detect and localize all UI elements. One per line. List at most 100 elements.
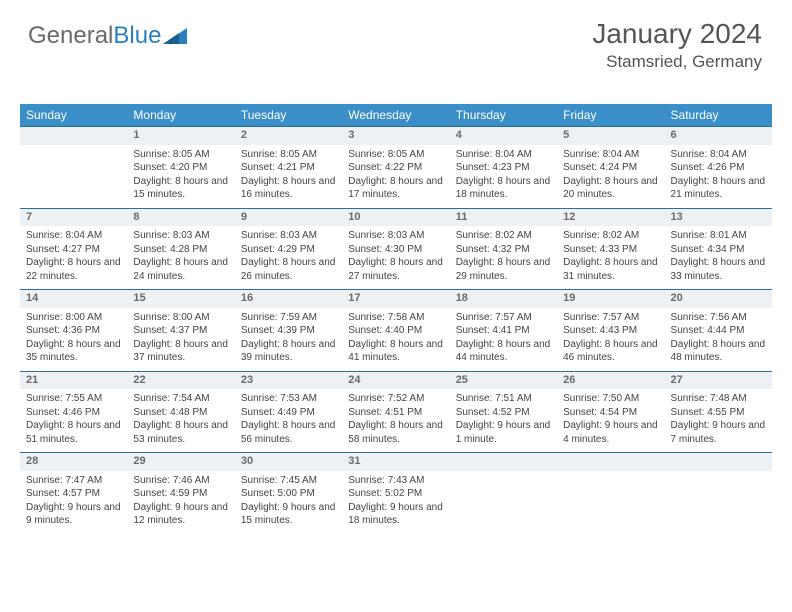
daylight-text: Daylight: 8 hours and 21 minutes.: [671, 175, 766, 202]
sunset-text: Sunset: 4:22 PM: [348, 161, 443, 175]
day-number-cell: 6: [665, 127, 772, 145]
day-number-cell: 18: [450, 290, 557, 308]
sunrise-text: Sunrise: 8:04 AM: [26, 229, 121, 243]
daylight-text: Daylight: 8 hours and 22 minutes.: [26, 256, 121, 283]
day-content-cell: Sunrise: 7:43 AMSunset: 5:02 PMDaylight:…: [342, 471, 449, 534]
sunset-text: Sunset: 4:24 PM: [563, 161, 658, 175]
day-number-cell: 20: [665, 290, 772, 308]
day-content-cell: Sunrise: 8:03 AMSunset: 4:29 PMDaylight:…: [235, 226, 342, 290]
day-number-row: 78910111213: [20, 208, 772, 226]
day-number-cell: 27: [665, 371, 772, 389]
sunset-text: Sunset: 4:48 PM: [133, 406, 228, 420]
daylight-text: Daylight: 8 hours and 51 minutes.: [26, 419, 121, 446]
day-content-cell: Sunrise: 7:51 AMSunset: 4:52 PMDaylight:…: [450, 389, 557, 453]
calendar-table: Sunday Monday Tuesday Wednesday Thursday…: [20, 104, 772, 534]
day-number-cell: 11: [450, 208, 557, 226]
day-content-cell: Sunrise: 7:56 AMSunset: 4:44 PMDaylight:…: [665, 308, 772, 372]
sunset-text: Sunset: 4:46 PM: [26, 406, 121, 420]
sunrise-text: Sunrise: 7:54 AM: [133, 392, 228, 406]
day-number-cell: 3: [342, 127, 449, 145]
weekday-header: Thursday: [450, 104, 557, 127]
day-content-cell: Sunrise: 7:54 AMSunset: 4:48 PMDaylight:…: [127, 389, 234, 453]
daylight-text: Daylight: 8 hours and 17 minutes.: [348, 175, 443, 202]
daylight-text: Daylight: 9 hours and 4 minutes.: [563, 419, 658, 446]
daylight-text: Daylight: 8 hours and 41 minutes.: [348, 338, 443, 365]
day-content-row: Sunrise: 7:47 AMSunset: 4:57 PMDaylight:…: [20, 471, 772, 534]
day-number-cell: 24: [342, 371, 449, 389]
sunrise-text: Sunrise: 7:55 AM: [26, 392, 121, 406]
day-content-cell: [20, 145, 127, 209]
sunset-text: Sunset: 4:28 PM: [133, 243, 228, 257]
day-content-cell: Sunrise: 7:45 AMSunset: 5:00 PMDaylight:…: [235, 471, 342, 534]
day-number-cell: 30: [235, 453, 342, 471]
daylight-text: Daylight: 9 hours and 9 minutes.: [26, 501, 121, 528]
sunset-text: Sunset: 4:26 PM: [671, 161, 766, 175]
sunrise-text: Sunrise: 7:59 AM: [241, 311, 336, 325]
day-number-cell: [20, 127, 127, 145]
day-content-cell: Sunrise: 7:59 AMSunset: 4:39 PMDaylight:…: [235, 308, 342, 372]
daylight-text: Daylight: 8 hours and 58 minutes.: [348, 419, 443, 446]
day-number-cell: 5: [557, 127, 664, 145]
sunset-text: Sunset: 4:52 PM: [456, 406, 551, 420]
day-content-cell: Sunrise: 8:05 AMSunset: 4:22 PMDaylight:…: [342, 145, 449, 209]
day-number-cell: 2: [235, 127, 342, 145]
day-content-cell: [450, 471, 557, 534]
sunrise-text: Sunrise: 8:05 AM: [241, 148, 336, 162]
daylight-text: Daylight: 8 hours and 24 minutes.: [133, 256, 228, 283]
day-content-cell: [557, 471, 664, 534]
sunrise-text: Sunrise: 7:58 AM: [348, 311, 443, 325]
sunset-text: Sunset: 4:55 PM: [671, 406, 766, 420]
sunrise-text: Sunrise: 8:03 AM: [133, 229, 228, 243]
sunset-text: Sunset: 4:34 PM: [671, 243, 766, 257]
day-content-cell: Sunrise: 7:50 AMSunset: 4:54 PMDaylight:…: [557, 389, 664, 453]
sunset-text: Sunset: 4:30 PM: [348, 243, 443, 257]
day-number-cell: 28: [20, 453, 127, 471]
sunrise-text: Sunrise: 8:05 AM: [133, 148, 228, 162]
day-number-cell: [665, 453, 772, 471]
sunset-text: Sunset: 4:41 PM: [456, 324, 551, 338]
day-content-cell: Sunrise: 8:05 AMSunset: 4:20 PMDaylight:…: [127, 145, 234, 209]
day-content-cell: Sunrise: 8:03 AMSunset: 4:30 PMDaylight:…: [342, 226, 449, 290]
daylight-text: Daylight: 9 hours and 1 minute.: [456, 419, 551, 446]
day-number-cell: 17: [342, 290, 449, 308]
daylight-text: Daylight: 9 hours and 7 minutes.: [671, 419, 766, 446]
daylight-text: Daylight: 8 hours and 44 minutes.: [456, 338, 551, 365]
day-content-row: Sunrise: 7:55 AMSunset: 4:46 PMDaylight:…: [20, 389, 772, 453]
day-number-cell: 15: [127, 290, 234, 308]
day-number-cell: [450, 453, 557, 471]
weekday-header: Sunday: [20, 104, 127, 127]
day-content-cell: Sunrise: 7:55 AMSunset: 4:46 PMDaylight:…: [20, 389, 127, 453]
sunrise-text: Sunrise: 7:46 AM: [133, 474, 228, 488]
day-content-cell: Sunrise: 7:57 AMSunset: 4:43 PMDaylight:…: [557, 308, 664, 372]
sunset-text: Sunset: 4:36 PM: [26, 324, 121, 338]
day-number-cell: [557, 453, 664, 471]
sunset-text: Sunset: 4:32 PM: [456, 243, 551, 257]
daylight-text: Daylight: 9 hours and 15 minutes.: [241, 501, 336, 528]
location-label: Stamsried, Germany: [592, 52, 762, 72]
sunrise-text: Sunrise: 7:47 AM: [26, 474, 121, 488]
weekday-header: Tuesday: [235, 104, 342, 127]
day-number-row: 123456: [20, 127, 772, 145]
day-content-cell: Sunrise: 8:05 AMSunset: 4:21 PMDaylight:…: [235, 145, 342, 209]
header: January 2024 Stamsried, Germany: [592, 18, 762, 72]
daylight-text: Daylight: 8 hours and 26 minutes.: [241, 256, 336, 283]
daylight-text: Daylight: 8 hours and 15 minutes.: [133, 175, 228, 202]
day-number-row: 21222324252627: [20, 371, 772, 389]
sunset-text: Sunset: 4:59 PM: [133, 487, 228, 501]
logo-triangle-icon: [163, 26, 189, 46]
sunrise-text: Sunrise: 8:04 AM: [563, 148, 658, 162]
day-number-cell: 25: [450, 371, 557, 389]
day-content-cell: Sunrise: 8:03 AMSunset: 4:28 PMDaylight:…: [127, 226, 234, 290]
sunrise-text: Sunrise: 7:53 AM: [241, 392, 336, 406]
sunrise-text: Sunrise: 8:01 AM: [671, 229, 766, 243]
day-number-cell: 13: [665, 208, 772, 226]
sunrise-text: Sunrise: 7:43 AM: [348, 474, 443, 488]
day-content-row: Sunrise: 8:05 AMSunset: 4:20 PMDaylight:…: [20, 145, 772, 209]
daylight-text: Daylight: 9 hours and 18 minutes.: [348, 501, 443, 528]
logo-text-2: Blue: [113, 22, 161, 50]
sunrise-text: Sunrise: 7:52 AM: [348, 392, 443, 406]
day-content-cell: Sunrise: 8:04 AMSunset: 4:24 PMDaylight:…: [557, 145, 664, 209]
day-content-cell: Sunrise: 7:47 AMSunset: 4:57 PMDaylight:…: [20, 471, 127, 534]
sunrise-text: Sunrise: 8:05 AM: [348, 148, 443, 162]
sunset-text: Sunset: 4:51 PM: [348, 406, 443, 420]
